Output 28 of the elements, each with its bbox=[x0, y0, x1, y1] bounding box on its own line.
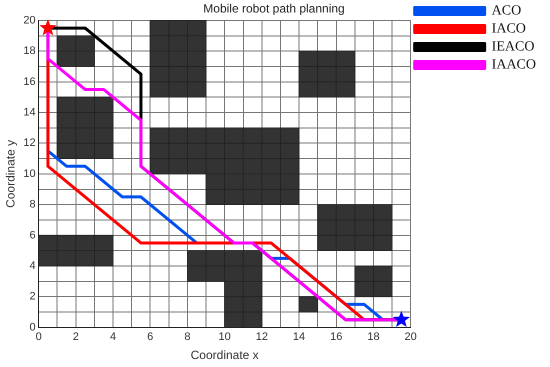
x-tick-label: 6 bbox=[147, 331, 154, 344]
x-tick-label: 10 bbox=[218, 331, 231, 344]
y-tick-label: 8 bbox=[30, 198, 36, 211]
x-axis-title: Coordinate x bbox=[190, 348, 259, 362]
x-tick-label: 8 bbox=[184, 331, 191, 344]
x-tick-label: 20 bbox=[404, 331, 417, 344]
y-tick-label: 10 bbox=[23, 168, 36, 180]
x-tick-label: 12 bbox=[256, 331, 268, 344]
x-tick-label: 4 bbox=[110, 331, 116, 344]
y-tick-label: 4 bbox=[30, 260, 36, 272]
y-tick-label: 12 bbox=[23, 137, 36, 150]
y-tick-label: 20 bbox=[23, 14, 36, 26]
legend-label: IAACO bbox=[492, 58, 536, 73]
y-tick-label: 2 bbox=[30, 290, 36, 303]
legend-label: IACO bbox=[492, 22, 526, 37]
y-tick-label: 14 bbox=[23, 106, 36, 119]
x-tick-label: 18 bbox=[367, 331, 380, 344]
x-tick-label: 2 bbox=[72, 331, 79, 344]
x-tick-label: 16 bbox=[330, 331, 342, 344]
y-tick-label: 0 bbox=[30, 321, 36, 334]
y-tick-label: 6 bbox=[30, 229, 36, 242]
y-tick-label: 16 bbox=[23, 76, 36, 88]
y-axis-title: Coordinate y bbox=[4, 140, 18, 208]
chart-title: Mobile robot path planning bbox=[203, 2, 345, 16]
x-tick-label: 14 bbox=[292, 331, 306, 344]
legend-label: IEACO bbox=[492, 40, 534, 55]
legend-label: ACO bbox=[492, 4, 522, 19]
y-tick-label: 18 bbox=[23, 45, 36, 58]
